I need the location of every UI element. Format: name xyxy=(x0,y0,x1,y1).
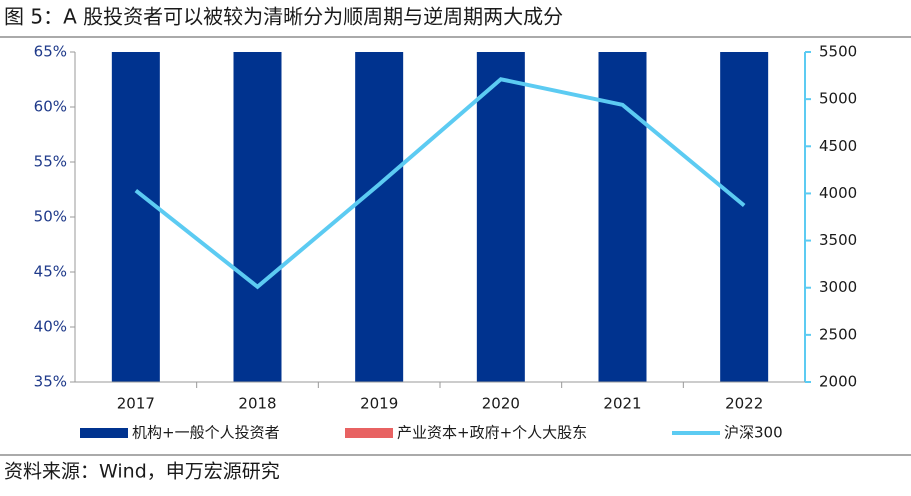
y2-tick-label: 3000 xyxy=(819,278,857,296)
y-tick-label: 60% xyxy=(34,98,67,116)
bar xyxy=(355,52,404,382)
y-tick-label: 65% xyxy=(34,43,67,61)
line xyxy=(134,77,746,290)
legend-label: 机构+一般个人投资者 xyxy=(132,424,280,442)
bar xyxy=(111,52,160,382)
x-tick-label: 2022 xyxy=(725,395,763,413)
x-tick-label: 2021 xyxy=(603,395,641,413)
bar xyxy=(720,52,769,382)
x-tick-label: 2020 xyxy=(482,395,520,413)
y2-tick-label: 5500 xyxy=(819,43,857,61)
x-tick-label: 2019 xyxy=(360,395,398,413)
y-tick-label: 35% xyxy=(34,373,67,391)
y-tick-label: 45% xyxy=(34,263,67,281)
y2-tick-label: 4000 xyxy=(819,184,857,202)
x-tick-label: 2017 xyxy=(117,395,155,413)
y-tick-label: 55% xyxy=(34,153,67,171)
bar xyxy=(233,52,282,382)
legend-swatch xyxy=(345,428,393,438)
y2-tick-label: 5000 xyxy=(819,90,857,108)
legend-label: 沪深300 xyxy=(724,424,783,442)
bar xyxy=(598,52,647,382)
bar xyxy=(476,52,525,382)
source: 资料来源：Wind，申万宏源研究 xyxy=(4,461,280,483)
legend-label: 产业资本+政府+个人大股东 xyxy=(397,424,587,442)
plot-area xyxy=(111,52,769,382)
legend-swatch xyxy=(80,428,128,438)
y-tick-label: 50% xyxy=(34,208,67,226)
y2-tick-label: 4500 xyxy=(819,137,857,155)
y-tick-label: 40% xyxy=(34,318,67,336)
y2-tick-label: 2500 xyxy=(819,325,857,343)
y2-tick-label: 2000 xyxy=(819,373,857,391)
x-tick-label: 2018 xyxy=(238,395,276,413)
y2-tick-label: 3500 xyxy=(819,231,857,249)
chart-title: 图 5：A 股投资者可以被较为清晰分为顺周期与逆周期两大成分 xyxy=(4,5,563,29)
